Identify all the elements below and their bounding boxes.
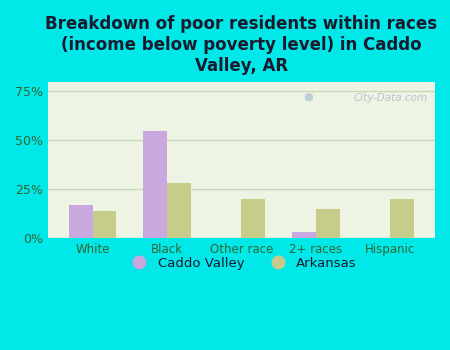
Text: ●: ●: [303, 92, 313, 102]
Text: City-Data.com: City-Data.com: [353, 93, 427, 103]
Legend: Caddo Valley, Arkansas: Caddo Valley, Arkansas: [121, 252, 362, 275]
Bar: [390, 199, 414, 238]
Title: Breakdown of poor residents within races
(income below poverty level) in Caddo
V: Breakdown of poor residents within races…: [45, 15, 437, 75]
Bar: [143, 131, 167, 238]
Bar: [69, 205, 93, 238]
Bar: [316, 209, 340, 238]
Bar: [292, 232, 316, 238]
Bar: [242, 199, 265, 238]
Bar: [93, 211, 117, 238]
Bar: [167, 183, 191, 238]
